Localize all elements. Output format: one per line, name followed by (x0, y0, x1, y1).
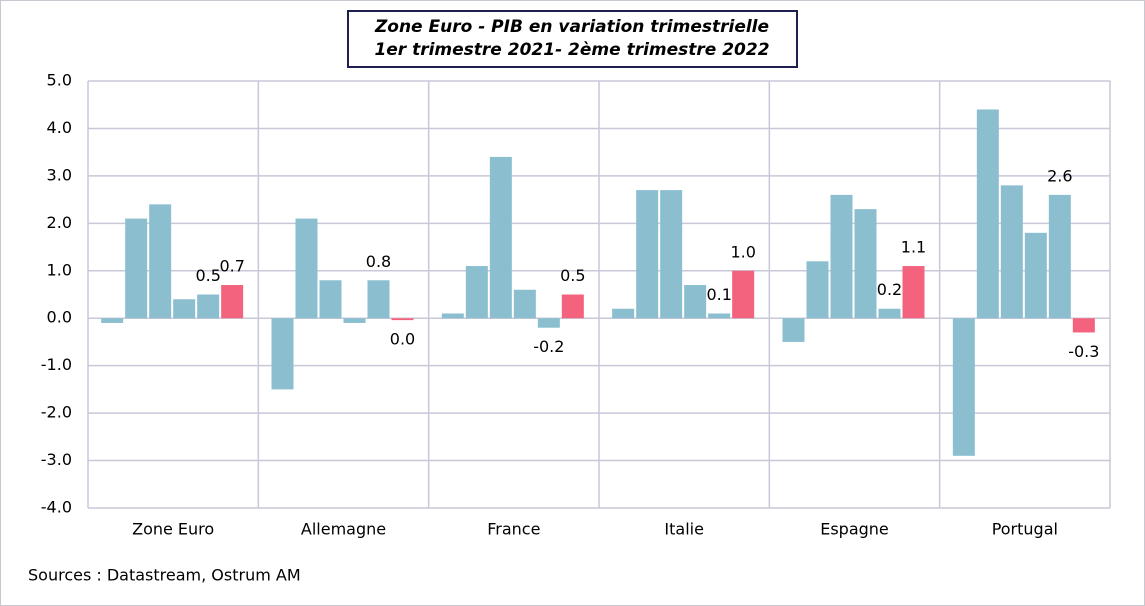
bar (732, 270, 755, 319)
data-label: -0.3 (1068, 342, 1099, 361)
data-label: 0.7 (219, 257, 244, 276)
x-tick-label: Portugal (992, 520, 1058, 539)
data-label: 0.5 (560, 266, 585, 285)
data-label: 1.0 (730, 242, 755, 261)
bar (197, 294, 220, 319)
bar (1000, 185, 1023, 319)
data-label: 0.1 (706, 285, 731, 304)
bar (806, 261, 829, 319)
data-label: 1.1 (901, 238, 926, 257)
bar (513, 289, 536, 319)
source: Sources : Datastream, Ostrum AM (28, 566, 301, 585)
bar (465, 266, 488, 319)
data-label: 2.6 (1047, 166, 1072, 185)
bar (149, 204, 172, 319)
bar (295, 218, 318, 319)
bar (343, 318, 366, 323)
data-label: 0.8 (366, 252, 391, 271)
bar (612, 308, 635, 319)
x-tick-label: Zone Euro (132, 520, 214, 539)
y-tick-label: -2.0 (41, 403, 72, 422)
bar (173, 299, 196, 319)
y-tick-label: 1.0 (47, 260, 72, 279)
bar (537, 318, 560, 328)
title-box (347, 10, 798, 68)
chart-subtitle: 1er trimestre 2021- 2ème trimestre 2022 (374, 40, 769, 60)
data-label: -0.2 (533, 337, 564, 356)
bar (684, 285, 707, 319)
y-tick-label: -3.0 (41, 450, 72, 469)
y-tick-label: 5.0 (47, 71, 72, 90)
bar (878, 308, 901, 319)
x-tick-label: Italie (664, 520, 704, 539)
y-tick-label: 0.0 (47, 308, 72, 327)
bar (441, 313, 464, 319)
bar (125, 218, 148, 319)
y-tick-label: -4.0 (41, 498, 72, 517)
bar (221, 285, 244, 319)
y-tick-label: 4.0 (47, 118, 72, 137)
bar (101, 318, 124, 323)
x-tick-label: Espagne (820, 520, 889, 539)
bar (660, 190, 683, 319)
bar (367, 280, 390, 319)
bar (902, 266, 925, 319)
x-tick-label: Allemagne (301, 520, 386, 539)
bar (782, 318, 805, 342)
y-tick-label: 2.0 (47, 213, 72, 232)
bar (271, 318, 294, 390)
bar (1072, 318, 1095, 333)
bar (489, 156, 512, 319)
y-tick-label: -1.0 (41, 355, 72, 374)
chart-title: Zone Euro - PIB en variation trimestriel… (374, 17, 769, 37)
bar (854, 209, 877, 319)
bar (976, 109, 999, 319)
bar (636, 190, 659, 319)
bar (319, 280, 342, 319)
data-label: 0.5 (195, 266, 220, 285)
data-label: 0.2 (877, 280, 902, 299)
bar (708, 313, 731, 319)
bar (1048, 194, 1071, 319)
bar (1024, 232, 1047, 319)
x-tick-label: France (487, 520, 540, 539)
data-label: 0.0 (390, 330, 415, 349)
y-tick-label: 3.0 (47, 165, 72, 184)
bar (561, 294, 584, 319)
bar (391, 318, 414, 321)
bar (830, 194, 853, 319)
bar (952, 318, 975, 456)
